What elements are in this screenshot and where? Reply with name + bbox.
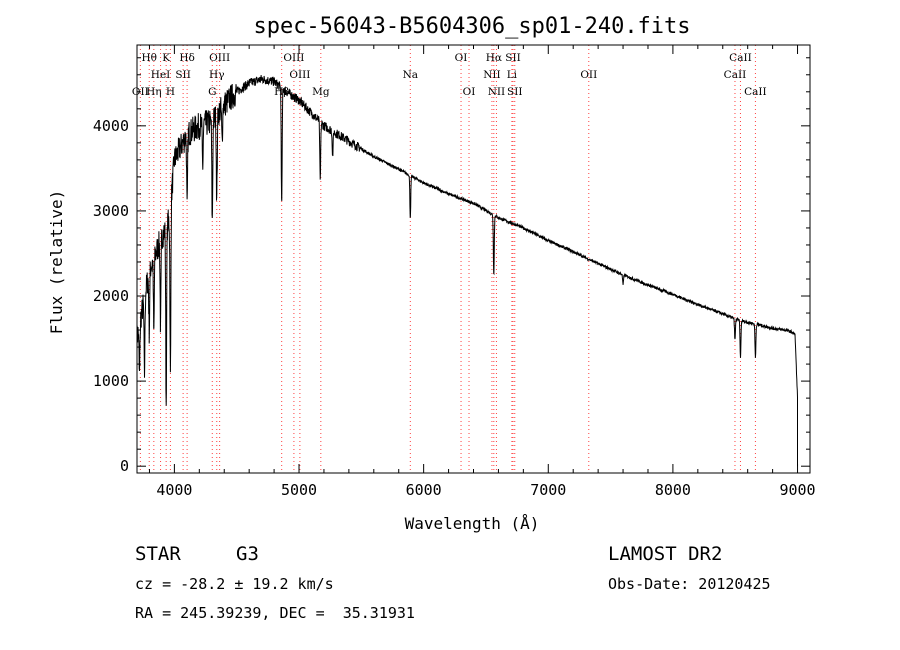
- x-tick-label: 8000: [655, 481, 691, 499]
- obs-date-text: Obs-Date: 20120425: [608, 575, 771, 593]
- line-marker-label: SII: [505, 52, 521, 64]
- line-marker-label: H: [166, 86, 175, 98]
- y-tick-label: 3000: [93, 202, 129, 220]
- line-marker-label: OIII: [289, 69, 310, 81]
- line-marker-label: SII: [507, 86, 523, 98]
- line-marker-label: OIII: [209, 52, 230, 64]
- line-marker-label: Hθ: [141, 52, 156, 64]
- y-tick-label: 4000: [93, 117, 129, 135]
- coordinates-text: RA = 245.39239, DEC = 35.31931: [135, 604, 415, 622]
- chart-title: spec-56043-B5604306_sp01-240.fits: [253, 14, 690, 39]
- x-tick-label: 4000: [156, 481, 192, 499]
- line-marker-label: CaII: [744, 86, 767, 98]
- line-marker-label: Na: [403, 69, 418, 81]
- line-marker-label: OI: [455, 52, 468, 64]
- x-tick-label: 7000: [530, 481, 566, 499]
- x-tick-label: 9000: [779, 481, 815, 499]
- line-marker-label: K: [162, 52, 170, 64]
- line-marker-label: Hβ: [274, 86, 289, 98]
- line-marker-label: Hα: [486, 52, 502, 64]
- y-tick-label: 2000: [93, 287, 129, 305]
- line-marker-label: Hη: [146, 86, 161, 98]
- x-axis-label: Wavelength (Å): [405, 514, 540, 533]
- y-axis-label: Flux (relative): [47, 190, 66, 335]
- line-marker-label: SII: [175, 69, 191, 81]
- line-marker-label: Hδ: [179, 52, 194, 64]
- plot-frame: [136, 44, 811, 474]
- object-subclass: G3: [236, 543, 259, 565]
- line-markers: [139, 45, 756, 473]
- spectrum-line: [136, 75, 798, 467]
- y-tick-label: 0: [120, 457, 129, 475]
- line-marker-label: OI: [463, 86, 476, 98]
- line-marker-label: Mg: [312, 86, 330, 98]
- x-axis: 4000 5000 6000 7000 8000 9000: [148, 45, 816, 499]
- line-marker-label: CaII: [724, 69, 747, 81]
- survey-name: LAMOST DR2: [608, 543, 723, 565]
- line-marker-label: G: [208, 86, 216, 98]
- line-marker-label: Li: [507, 69, 518, 81]
- line-marker-label: NII: [483, 69, 500, 81]
- x-tick-label: 6000: [406, 481, 442, 499]
- redshift-text: cz = -28.2 ± 19.2 km/s: [135, 575, 334, 593]
- line-marker-label: HeI: [151, 69, 171, 81]
- object-class: STAR: [135, 543, 181, 565]
- line-marker-label: NII: [488, 86, 505, 98]
- line-marker-label: OIII: [283, 52, 304, 64]
- line-marker-label: CaII: [729, 52, 752, 64]
- line-marker-label: OII: [580, 69, 597, 81]
- x-tick-label: 5000: [281, 481, 317, 499]
- y-tick-label: 1000: [93, 372, 129, 390]
- line-marker-label: Hγ: [209, 69, 224, 81]
- y-axis: 0 1000 2000 3000 4000: [93, 57, 810, 475]
